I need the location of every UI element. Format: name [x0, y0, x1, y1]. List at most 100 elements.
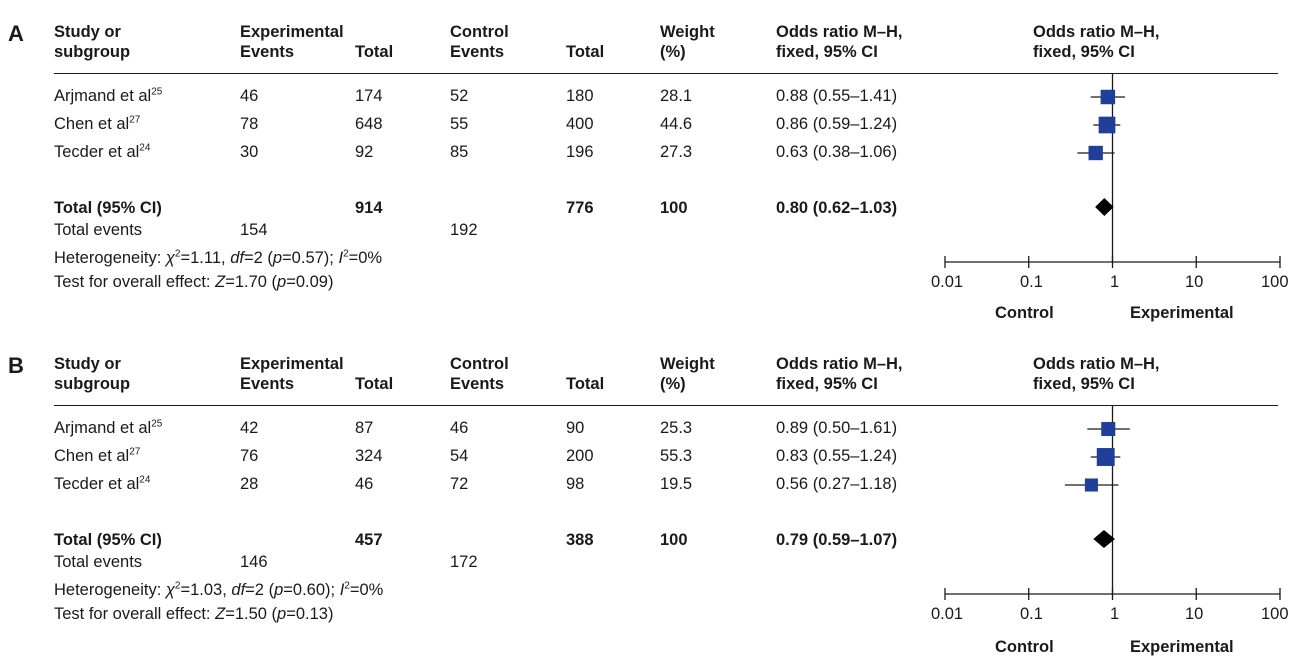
- axis-tick-label: 100: [1261, 273, 1289, 291]
- weight-cell: 44.6: [660, 115, 693, 133]
- axis-label-control: Control: [995, 638, 1054, 656]
- study-marker: [1101, 421, 1116, 437]
- forest-plot-svg-b: [944, 406, 1281, 600]
- exp-total-cell: 92: [355, 143, 374, 161]
- header-ctrl-total: Total: [566, 43, 605, 61]
- axis-tick-label: 1: [1110, 273, 1120, 291]
- heterogeneity-text: Heterogeneity: χ2=1.11, df=2 (p=0.57); I…: [54, 248, 383, 267]
- header-exp-total: Total: [355, 375, 394, 393]
- study-marker: [1100, 89, 1116, 105]
- forest-plot-panel-a: A Study or subgroup Experimental Events …: [8, 21, 1289, 323]
- header-plot-line1: Odds ratio M–H,: [1033, 355, 1160, 373]
- header-weight-line2: (%): [660, 375, 686, 393]
- pooled-diamond: [1095, 198, 1114, 216]
- or-ci-cell: 0.63 (0.38–1.06): [776, 143, 898, 161]
- exp-events-cell: 46: [240, 87, 259, 105]
- header-weight-line2: (%): [660, 43, 686, 61]
- total-events-exp: 146: [240, 553, 268, 571]
- weight-cell: 19.5: [660, 475, 693, 493]
- exp-total-cell: 324: [355, 447, 383, 465]
- header-plot-line1: Odds ratio M–H,: [1033, 23, 1160, 41]
- ctrl-events-cell: 85: [450, 143, 469, 161]
- axis-tick-label: 0.1: [1020, 273, 1043, 291]
- header-weight-line1: Weight: [660, 23, 715, 41]
- total-weight: 100: [660, 531, 688, 549]
- ctrl-events-cell: 55: [450, 115, 469, 133]
- axis-tick-label: 0.01: [931, 605, 964, 623]
- header-ctrl-total: Total: [566, 375, 605, 393]
- ctrl-events-cell: 54: [450, 447, 469, 465]
- ctrl-total-cell: 196: [566, 143, 594, 161]
- study-marker: [1096, 448, 1115, 466]
- axis-tick-label: 0.01: [931, 273, 964, 291]
- study-name: Tecder et al24: [54, 474, 151, 493]
- total-label: Total (95% CI): [54, 199, 162, 217]
- header-rule: [54, 405, 1278, 406]
- or-ci-cell: 0.89 (0.50–1.61): [776, 419, 898, 437]
- header-exp-total: Total: [355, 43, 394, 61]
- header-plot-line2: fixed, 95% CI: [1033, 43, 1135, 61]
- overall-effect-text: Test for overall effect: Z=1.70 (p=0.09): [54, 273, 334, 291]
- total-ctrl: 776: [566, 199, 594, 217]
- weight-cell: 25.3: [660, 419, 693, 437]
- study-name: Chen et al27: [54, 114, 141, 133]
- forest-plot-svg-a: [944, 74, 1281, 268]
- total-exp: 457: [355, 531, 383, 549]
- total-or-ci: 0.79 (0.59–1.07): [776, 531, 898, 549]
- ctrl-total-cell: 98: [566, 475, 585, 493]
- ctrl-events-cell: 46: [450, 419, 469, 437]
- header-ctrl-events: Events: [450, 43, 505, 61]
- header-study-line1: Study or: [54, 355, 121, 373]
- exp-events-cell: 78: [240, 115, 259, 133]
- study-name: Tecder et al24: [54, 142, 151, 161]
- study-marker: [1084, 478, 1098, 492]
- heterogeneity-text: Heterogeneity: χ2=1.03, df=2 (p=0.60); I…: [54, 580, 384, 599]
- total-events-ctrl: 172: [450, 553, 478, 571]
- header-study-line2: subgroup: [54, 43, 131, 61]
- total-events-ctrl: 192: [450, 221, 478, 239]
- header-control: Control: [450, 355, 509, 373]
- weight-cell: 28.1: [660, 87, 693, 105]
- overall-effect-text: Test for overall effect: Z=1.50 (p=0.13): [54, 605, 334, 623]
- total-events-label: Total events: [54, 221, 143, 239]
- total-weight: 100: [660, 199, 688, 217]
- ctrl-events-cell: 72: [450, 475, 469, 493]
- forest-plot-panel-b: B Study or subgroup Experimental Events …: [0, 332, 1298, 664]
- header-experimental: Experimental: [240, 355, 344, 373]
- panel-letter: B: [8, 353, 24, 378]
- header-rule: [54, 73, 1278, 74]
- panel-letter: A: [8, 21, 24, 46]
- ctrl-total-cell: 180: [566, 87, 594, 105]
- ctrl-total-cell: 90: [566, 419, 585, 437]
- axis-label-experimental: Experimental: [1130, 638, 1234, 656]
- study-marker: [1098, 116, 1116, 134]
- exp-events-cell: 30: [240, 143, 259, 161]
- exp-events-cell: 76: [240, 447, 259, 465]
- header-ctrl-events: Events: [450, 375, 505, 393]
- weight-cell: 27.3: [660, 143, 693, 161]
- header-experimental: Experimental: [240, 23, 344, 41]
- header-or-line1: Odds ratio M–H,: [776, 355, 903, 373]
- header-study-line1: Study or: [54, 23, 121, 41]
- axis-tick-label: 100: [1261, 605, 1289, 623]
- header-or-line2: fixed, 95% CI: [776, 43, 878, 61]
- ctrl-total-cell: 200: [566, 447, 594, 465]
- header-study-line2: subgroup: [54, 375, 131, 393]
- weight-cell: 55.3: [660, 447, 693, 465]
- axis-tick-label: 10: [1185, 273, 1204, 291]
- study-name: Arjmand et al25: [54, 418, 163, 437]
- total-label: Total (95% CI): [54, 531, 162, 549]
- axis-label-control: Control: [995, 304, 1054, 322]
- axis-tick-label: 0.1: [1020, 605, 1043, 623]
- study-name: Chen et al27: [54, 446, 141, 465]
- total-ctrl: 388: [566, 531, 594, 549]
- ctrl-events-cell: 52: [450, 87, 469, 105]
- pooled-diamond: [1093, 530, 1115, 548]
- exp-events-cell: 42: [240, 419, 259, 437]
- or-ci-cell: 0.83 (0.55–1.24): [776, 447, 898, 465]
- total-or-ci: 0.80 (0.62–1.03): [776, 199, 898, 217]
- or-ci-cell: 0.88 (0.55–1.41): [776, 87, 898, 105]
- ctrl-total-cell: 400: [566, 115, 594, 133]
- exp-total-cell: 174: [355, 87, 383, 105]
- total-events-label: Total events: [54, 553, 143, 571]
